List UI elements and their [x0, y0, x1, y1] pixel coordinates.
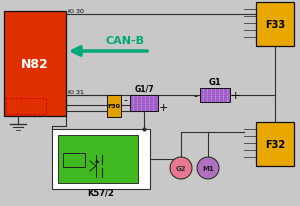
Text: CAN-B: CAN-B [106, 36, 145, 46]
Text: -: - [123, 95, 127, 104]
Text: F30: F30 [108, 104, 120, 109]
Text: +: + [230, 91, 240, 101]
Bar [52, 129, 150, 189]
Bar [107, 96, 121, 117]
Bar [63, 153, 85, 167]
Bar [256, 122, 294, 166]
Text: KI 31: KI 31 [68, 90, 84, 95]
Text: -: - [193, 91, 197, 101]
Text: F33: F33 [265, 20, 285, 30]
Circle shape [197, 157, 219, 179]
Text: KI 30: KI 30 [68, 9, 84, 14]
Text: G1: G1 [208, 78, 221, 87]
Text: F32: F32 [265, 139, 285, 149]
Bar [58, 135, 138, 183]
Text: M1: M1 [202, 165, 214, 171]
Bar [130, 96, 158, 111]
Text: G1/7: G1/7 [134, 85, 154, 94]
Bar [200, 89, 230, 103]
Bar [6, 98, 46, 115]
Bar [256, 3, 294, 47]
Text: K57/2: K57/2 [88, 188, 114, 197]
Text: +: + [158, 103, 168, 112]
Text: G2: G2 [176, 165, 186, 171]
Bar [4, 12, 66, 116]
Circle shape [170, 157, 192, 179]
Text: N82: N82 [21, 58, 49, 71]
